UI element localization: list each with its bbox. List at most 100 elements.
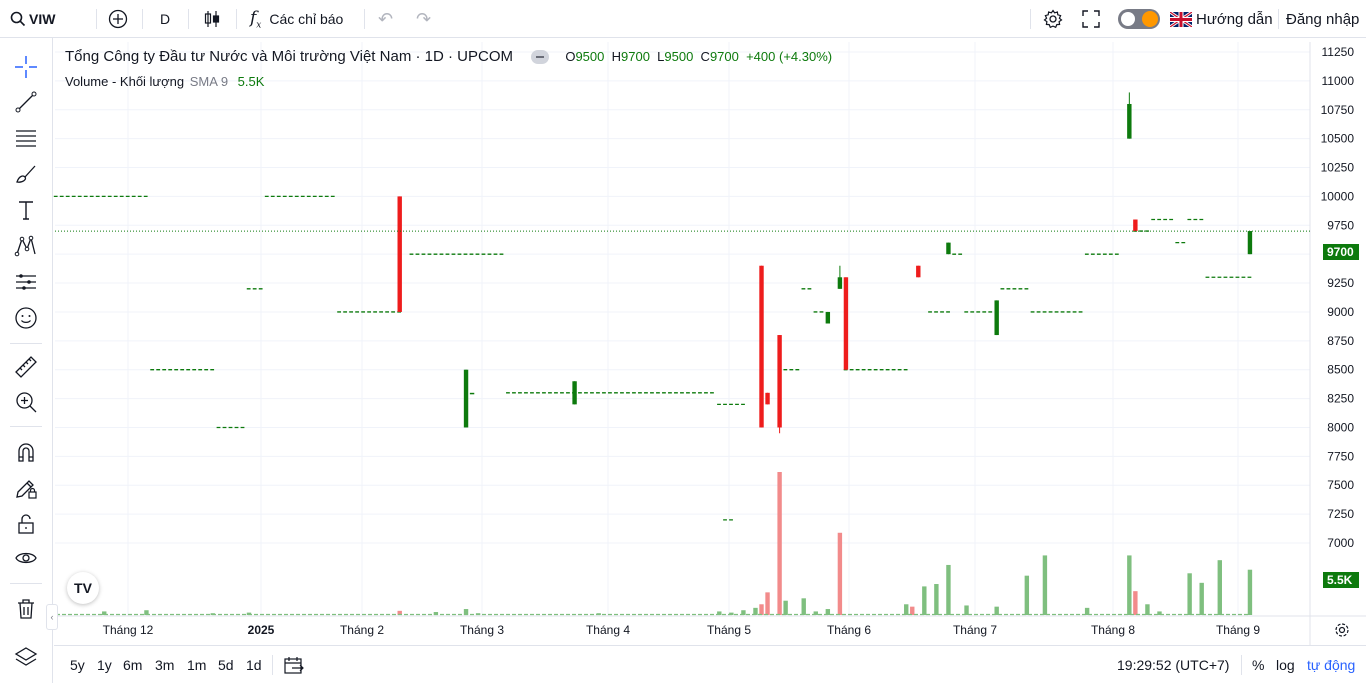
volume-label: Volume - Khối lượng xyxy=(65,74,185,89)
percent-toggle[interactable]: % xyxy=(1252,646,1264,684)
stay-drawing-tool[interactable] xyxy=(13,475,39,501)
range-1y[interactable]: 1y xyxy=(97,646,112,684)
candle-body xyxy=(916,265,921,278)
volume-bar xyxy=(825,609,831,615)
volume-bar xyxy=(144,610,149,615)
measure-tool[interactable] xyxy=(13,354,39,380)
trend-line-tool[interactable] xyxy=(13,89,39,115)
forecast-tool[interactable] xyxy=(13,269,39,295)
volume-bar xyxy=(910,606,915,615)
remove-drawings-tool[interactable] xyxy=(13,596,39,622)
theme-toggle[interactable] xyxy=(1118,0,1160,38)
legend-options-button[interactable] xyxy=(531,50,550,65)
volume-bar xyxy=(433,612,439,615)
log-label: log xyxy=(1276,657,1295,673)
indicators-button[interactable]: fx Các chỉ báo xyxy=(250,0,343,38)
undo-icon: ↶ xyxy=(378,8,394,29)
x-tick-label: Tháng 5 xyxy=(707,623,751,637)
volume-bar xyxy=(964,605,969,615)
volume-bar xyxy=(1199,582,1204,615)
range-3m[interactable]: 3m xyxy=(155,646,174,684)
log-toggle[interactable]: log xyxy=(1276,646,1295,684)
candle-body xyxy=(777,335,782,428)
theme-toggle-track xyxy=(1118,9,1160,29)
range-5d-label: 5d xyxy=(218,657,234,673)
ohlc-values: O9500 H9700 L9500 C9700 +400 (+4.30%) xyxy=(565,49,832,64)
volume-bar xyxy=(1024,575,1030,615)
volume-bar xyxy=(463,609,469,615)
volume-bar xyxy=(729,612,734,615)
candle-body xyxy=(572,381,577,405)
compare-button[interactable] xyxy=(108,0,128,38)
fullscreen-button[interactable] xyxy=(1082,0,1100,38)
candle-body xyxy=(994,300,999,336)
range-5d[interactable]: 5d xyxy=(218,646,234,684)
zoom-tool[interactable] xyxy=(13,389,39,415)
x-tick-label: Tháng 2 xyxy=(340,623,384,637)
volume-bar xyxy=(1084,607,1090,615)
pattern-tool[interactable] xyxy=(13,233,39,259)
emoji-tool[interactable] xyxy=(13,305,39,331)
y-tick-label: 11250 xyxy=(1322,45,1355,59)
login-button[interactable]: Đăng nhập xyxy=(1286,0,1359,38)
high-label: H xyxy=(611,49,621,64)
volume-legend: Volume - Khối lượng SMA 9 5.5K xyxy=(65,74,264,89)
volume-bar xyxy=(1145,604,1150,615)
y-tick-label: 9750 xyxy=(1327,218,1354,232)
undo-button[interactable]: ↶ xyxy=(378,0,393,38)
volume-bar xyxy=(397,610,402,615)
volume-bar xyxy=(813,611,818,615)
x-tick-label: Tháng 7 xyxy=(953,623,997,637)
volume-bar xyxy=(102,611,107,615)
crosshair-icon xyxy=(15,56,37,78)
close-value: 9700 xyxy=(709,49,739,64)
redo-button[interactable]: ↷ xyxy=(416,0,431,38)
layers-icon xyxy=(14,647,38,666)
symbol-title: Tổng Công ty Đầu tư Nước và Môi trường V… xyxy=(65,48,513,65)
settings-button[interactable] xyxy=(1043,0,1063,38)
auto-label: tự động xyxy=(1307,657,1356,673)
date-range-button[interactable] xyxy=(284,646,304,684)
dash-icon xyxy=(536,56,545,59)
y-tick-label: 11000 xyxy=(1322,74,1355,88)
range-1m[interactable]: 1m xyxy=(187,646,206,684)
fx-icon: fx xyxy=(250,7,262,31)
low-value: 9500 xyxy=(664,49,694,64)
tradingview-logo[interactable]: TV xyxy=(67,572,99,604)
object-tree-tool[interactable] xyxy=(13,644,39,670)
x-tick-label: 2025 xyxy=(248,623,275,637)
text-tool[interactable] xyxy=(13,197,39,223)
auto-toggle[interactable]: tự động xyxy=(1307,646,1355,684)
hide-drawings-tool[interactable] xyxy=(13,545,39,571)
candle-body xyxy=(463,369,469,428)
volume-bar xyxy=(1247,569,1253,615)
range-6m[interactable]: 6m xyxy=(123,646,142,684)
volume-bar xyxy=(1127,555,1132,615)
search-icon xyxy=(10,11,26,27)
volume-bar xyxy=(934,584,939,615)
chart-type-button[interactable] xyxy=(202,0,222,38)
magnet-tool[interactable] xyxy=(13,439,39,465)
symbol-search[interactable]: VIW xyxy=(10,0,55,38)
collapse-toolbar-handle[interactable]: ‹ xyxy=(46,604,58,630)
brush-tool[interactable] xyxy=(13,161,39,187)
range-1d[interactable]: 1d xyxy=(246,646,262,684)
last-price-tag: 9700 xyxy=(1323,244,1359,260)
candle-body xyxy=(1247,231,1253,255)
bottom-toolbar: 5y 1y 6m 3m 1m 5d 1d 19:29:52 (UTC+7) % … xyxy=(54,645,1366,683)
fib-tool[interactable] xyxy=(13,125,39,151)
crosshair-tool[interactable] xyxy=(13,54,39,80)
uk-flag-icon xyxy=(1170,11,1192,27)
lock-icon xyxy=(18,514,34,534)
candle-body xyxy=(825,311,831,324)
volume-bar xyxy=(717,611,722,615)
guide-button[interactable]: Hướng dẫn xyxy=(1170,0,1273,38)
range-5y[interactable]: 5y xyxy=(70,646,85,684)
low-label: L xyxy=(657,49,665,64)
axis-settings-button[interactable] xyxy=(1334,622,1350,638)
candle-body xyxy=(946,242,951,255)
interval-button[interactable]: D xyxy=(160,0,170,38)
clock-time[interactable]: 19:29:52 (UTC+7) xyxy=(1117,646,1229,684)
lock-tool[interactable] xyxy=(13,511,39,537)
